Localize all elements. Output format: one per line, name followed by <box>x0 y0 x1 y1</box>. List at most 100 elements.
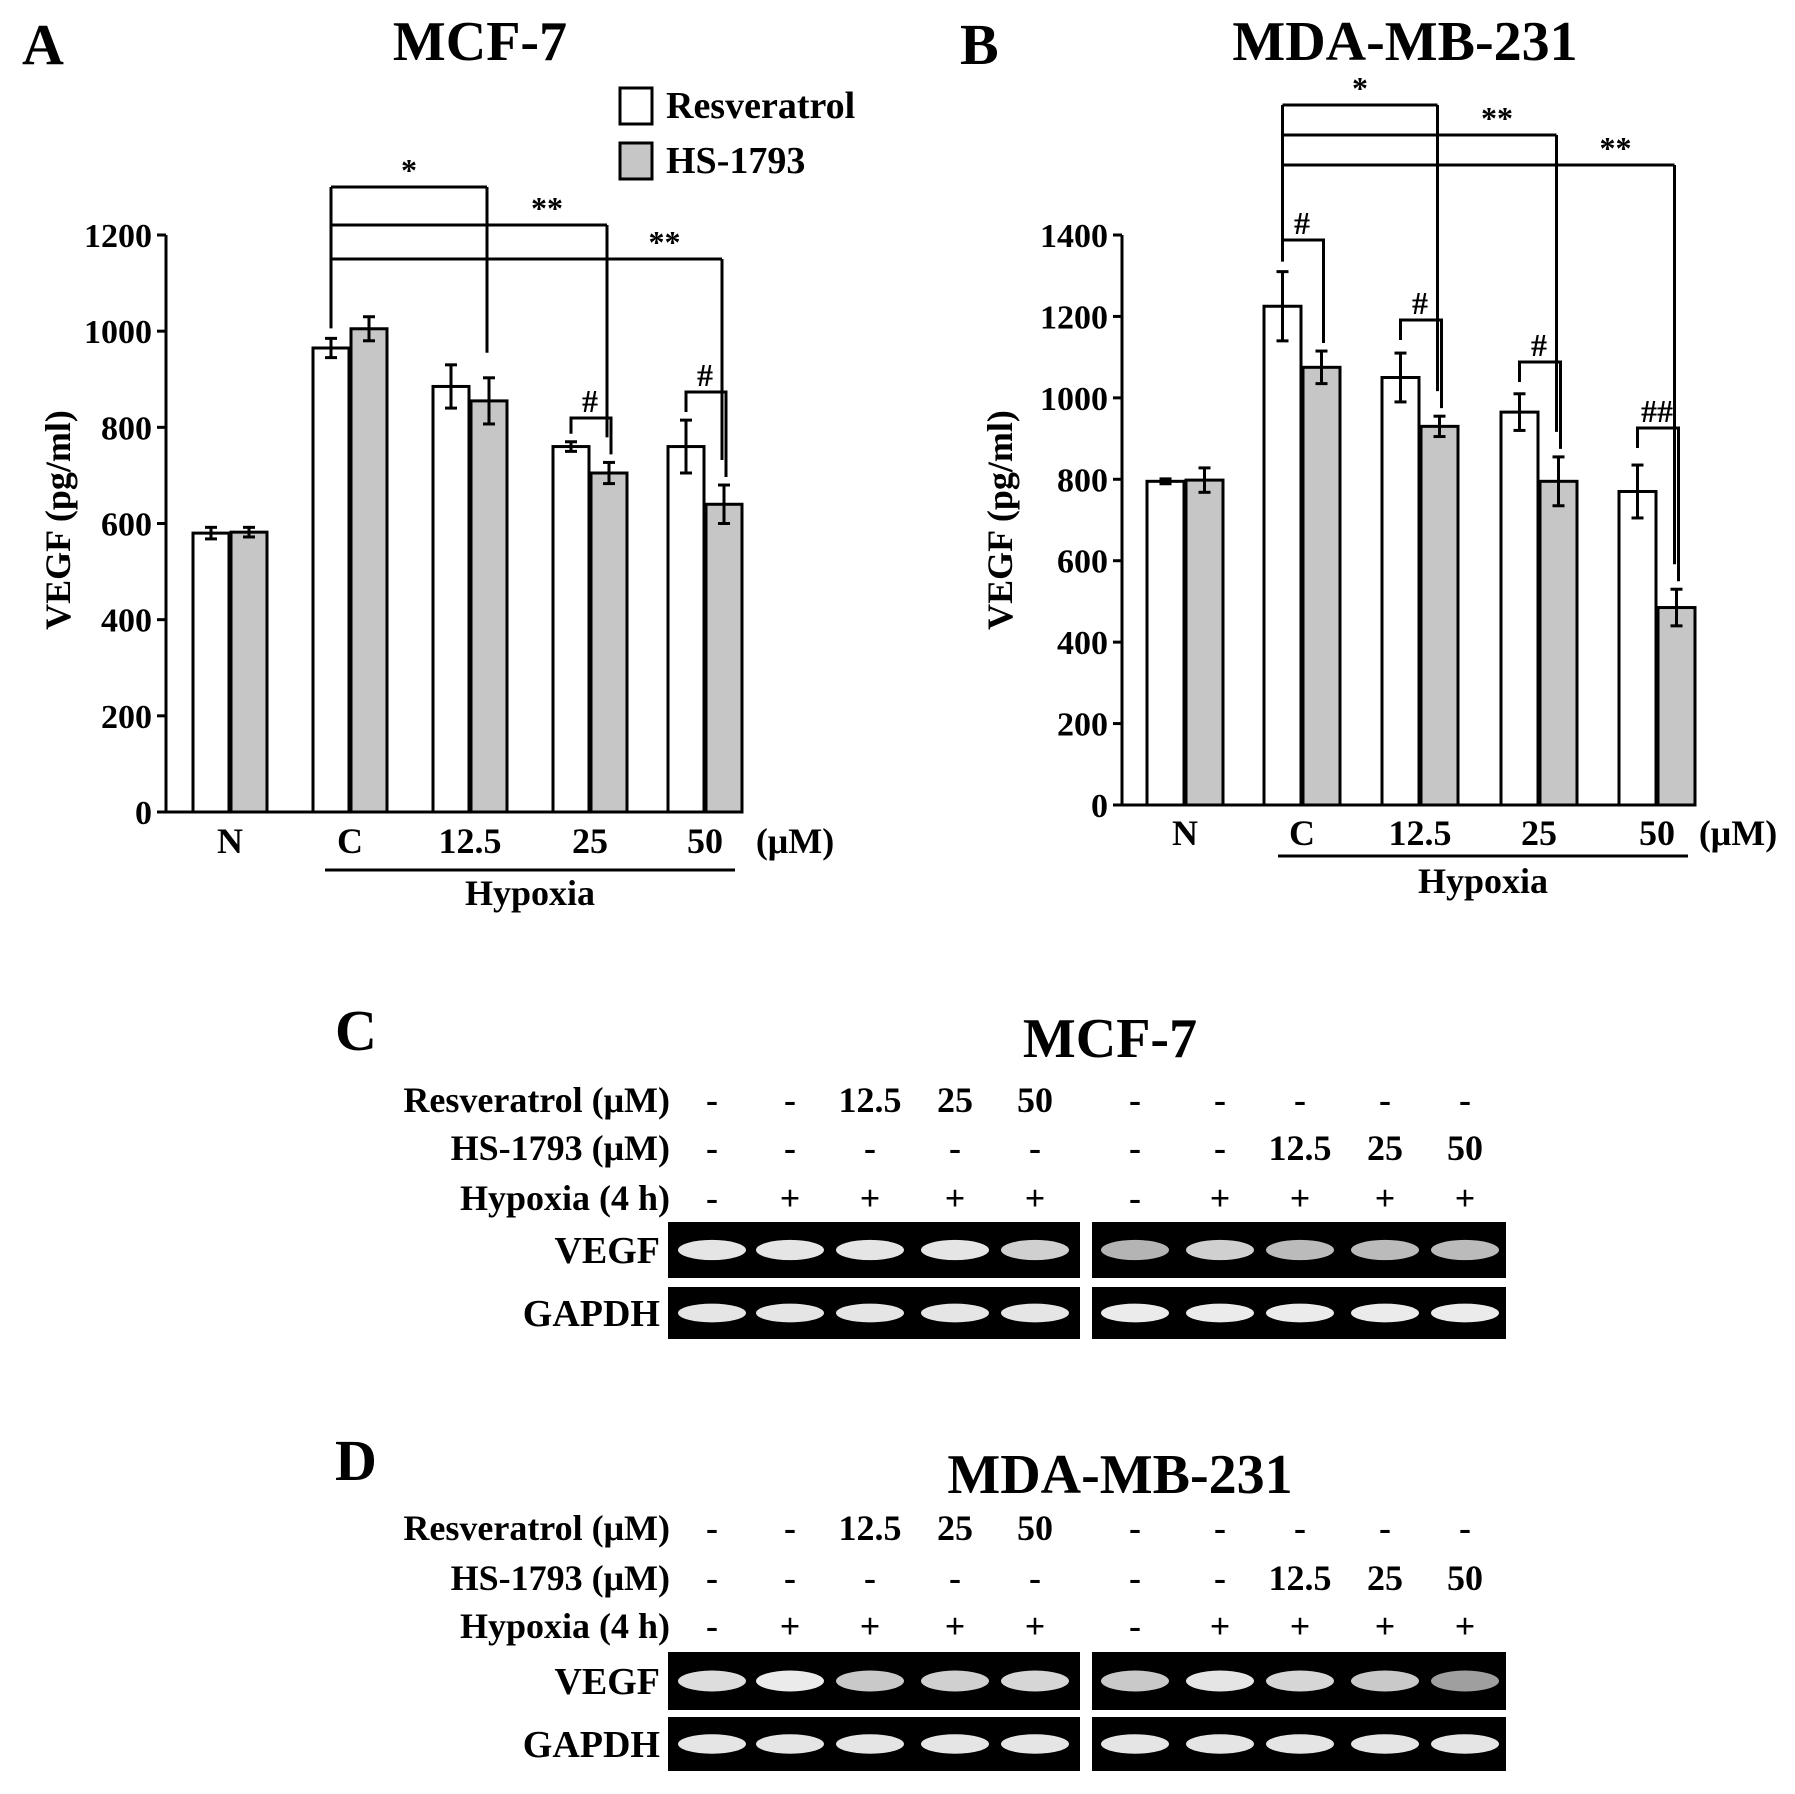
lane-value: + <box>1210 1606 1231 1646</box>
y-tick-label: 1200 <box>84 218 152 255</box>
y-tick-label: 400 <box>101 603 152 640</box>
bar <box>666 445 706 814</box>
y-tick-label: 800 <box>101 410 152 447</box>
lane-value: - <box>864 1558 876 1598</box>
lane-value: - <box>706 1508 718 1548</box>
pair-bracket <box>569 416 613 455</box>
x-tick-label: 25 <box>1521 813 1557 853</box>
gel-band <box>1101 1670 1169 1692</box>
gel-band <box>678 1734 746 1754</box>
gel-band <box>1351 1239 1419 1261</box>
group-label: Hypoxia <box>1418 861 1548 901</box>
treatment-label: HS-1793 (μM) <box>451 1558 670 1598</box>
gel-band <box>1101 1303 1169 1323</box>
lane-value: + <box>860 1178 881 1218</box>
y-axis-label: VEGF (pg/ml) <box>38 410 78 630</box>
band-label: GAPDH <box>523 1724 660 1766</box>
lane-value: - <box>1459 1508 1471 1548</box>
legend-swatch <box>618 141 654 181</box>
x-tick-label: 12.5 <box>1389 813 1452 853</box>
chart-title: MDA-MB-231 <box>1232 11 1577 73</box>
chart-panel-a: A MCF-7 0 200 400 600 800 1000 1200 VEGF (pg/ml) N… <box>22 11 834 913</box>
lane-value: + <box>780 1178 801 1218</box>
gel-band <box>756 1734 824 1754</box>
x-tick-label: 50 <box>1639 813 1675 853</box>
lane-value: - <box>1214 1508 1226 1548</box>
panel-letter: B <box>960 12 999 77</box>
lane-value: 25 <box>937 1508 973 1548</box>
gel-band <box>1266 1303 1334 1323</box>
pair-label: # <box>1294 205 1310 241</box>
gel-title: MCF-7 <box>1023 1008 1197 1070</box>
x-tick-label: 50 <box>687 821 723 861</box>
lane-value: - <box>784 1128 796 1168</box>
lane-value: + <box>1375 1178 1396 1218</box>
pair-bracket <box>1281 238 1325 344</box>
gel-band <box>1186 1239 1254 1261</box>
bar <box>469 399 509 814</box>
lane-value: + <box>1210 1178 1231 1218</box>
lane-value: - <box>706 1178 718 1218</box>
lane-value: 25 <box>1367 1128 1403 1168</box>
x-tick-label: 12.5 <box>439 821 502 861</box>
bar <box>589 471 629 814</box>
lane-value: + <box>1375 1606 1396 1646</box>
lane-value: - <box>1379 1080 1391 1120</box>
lane-value: + <box>1025 1178 1046 1218</box>
legend-label: Resveratrol <box>666 85 855 127</box>
gel-band <box>1431 1239 1499 1261</box>
gel-band <box>1186 1303 1254 1323</box>
gel-band <box>1351 1670 1419 1692</box>
pair-bracket <box>684 390 728 478</box>
significance-label: * <box>1352 70 1368 106</box>
lane-value: 25 <box>937 1080 973 1120</box>
panel-letter: D <box>335 1428 377 1493</box>
pair-label: # <box>697 357 713 393</box>
lane-value: - <box>1129 1128 1141 1168</box>
bar <box>311 346 351 814</box>
gel-band <box>1186 1734 1254 1754</box>
lane-value: 50 <box>1447 1558 1483 1598</box>
lane-value: - <box>706 1606 718 1646</box>
gel-band <box>921 1303 989 1323</box>
significance-label: * <box>401 152 417 188</box>
bar <box>1301 365 1342 807</box>
lane-value: - <box>706 1128 718 1168</box>
bar <box>704 502 744 814</box>
gel-band <box>1001 1239 1069 1261</box>
gel-band <box>921 1670 989 1692</box>
gel-band <box>756 1303 824 1323</box>
pair-label: # <box>582 383 598 419</box>
lane-value: - <box>1214 1128 1226 1168</box>
gel-band <box>1431 1670 1499 1692</box>
lane-value: - <box>949 1128 961 1168</box>
treatment-label: HS-1793 (μM) <box>451 1128 670 1168</box>
significance-label: ** <box>1600 130 1632 166</box>
lane-value: - <box>1294 1080 1306 1120</box>
lane-value: + <box>1455 1606 1476 1646</box>
gel-band <box>921 1239 989 1261</box>
lane-value: - <box>1129 1178 1141 1218</box>
gel-band <box>836 1239 904 1261</box>
bar <box>1656 606 1697 807</box>
lane-value: 12.5 <box>1269 1558 1332 1598</box>
pair-label: ## <box>1641 393 1673 429</box>
lane-value: - <box>706 1558 718 1598</box>
x-tick-label: N <box>217 821 243 861</box>
lane-value: + <box>945 1178 966 1218</box>
y-tick-label: 600 <box>101 507 152 544</box>
gel-band <box>1351 1734 1419 1754</box>
x-tick-label: C <box>337 821 363 861</box>
gel-band <box>1186 1670 1254 1692</box>
gel-band <box>836 1734 904 1754</box>
lane-value: - <box>784 1080 796 1120</box>
gel-band <box>1101 1734 1169 1754</box>
gel-band <box>1001 1303 1069 1323</box>
lane-value: - <box>1029 1558 1041 1598</box>
chart-panel-b: B MDA-MB-231 0 200 400 600 800 1000 1200 1400 VEGF… <box>960 11 1777 901</box>
gel-band <box>1266 1670 1334 1692</box>
gel-band <box>1101 1239 1169 1261</box>
bar <box>1184 478 1225 807</box>
